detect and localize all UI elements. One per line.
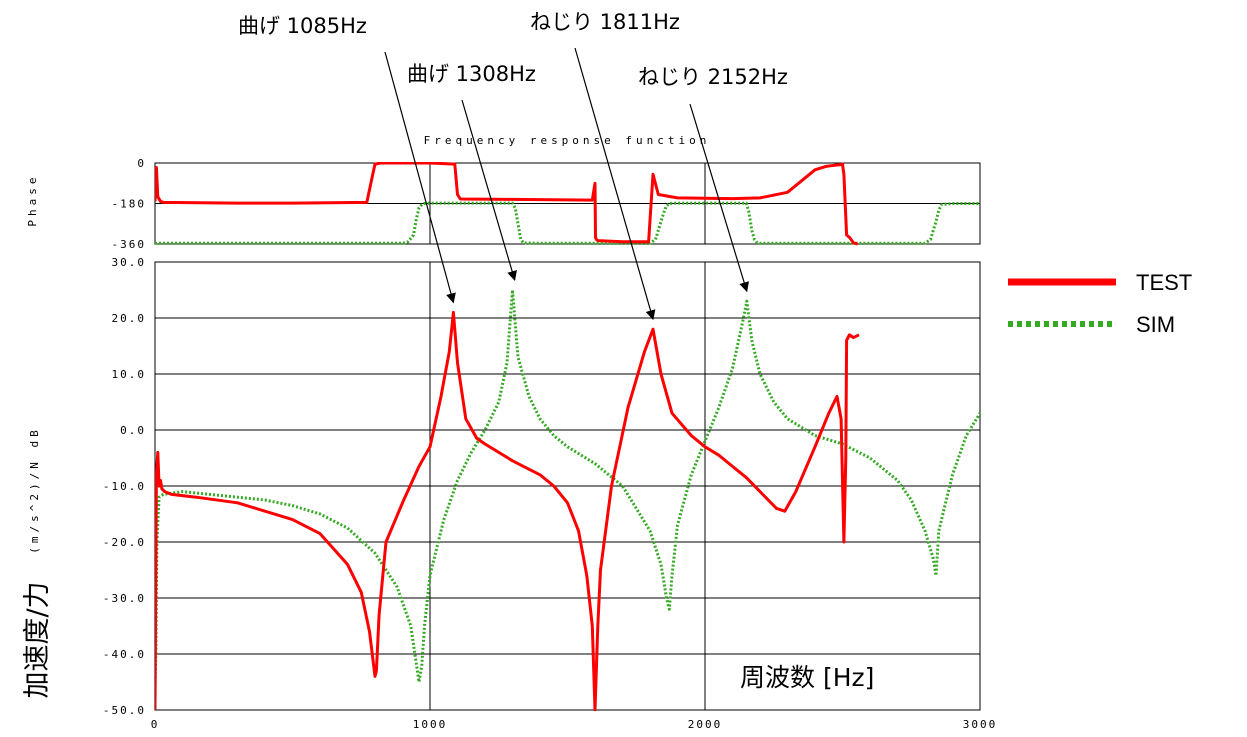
magnitude-y-tick: -10.0 xyxy=(103,480,146,493)
magnitude-y-tick: 20.0 xyxy=(112,312,147,325)
y-axis-title: 加速度/力 xyxy=(22,581,53,698)
legend-label-sim: SIM xyxy=(1136,312,1175,337)
annotation-arrow xyxy=(689,103,749,293)
annotation-label: 曲げ 1085Hz xyxy=(238,14,367,38)
magnitude-y-tick-labels: 30.0 20.0 10.0 0.0 -10.0 -20.0 -30.0 -40.0 -50.0 xyxy=(103,256,147,717)
x-tick: 0 xyxy=(151,718,160,731)
magnitude-y-tick: -40.0 xyxy=(103,648,146,661)
phase-series-test xyxy=(155,162,858,246)
annotation-label: ねじり 2152Hz xyxy=(638,65,788,89)
magnitude-y-tick: -30.0 xyxy=(103,592,146,605)
phase-y-tick: -360 xyxy=(112,238,147,251)
chart-title: Frequency response function xyxy=(424,134,711,147)
annotation-arrow xyxy=(384,51,456,304)
annotations-group: 曲げ 1085Hz 曲げ 1308Hz ねじり 1811Hz ねじり 2152Hz xyxy=(238,10,788,321)
magnitude-y-tick: 0.0 xyxy=(120,424,146,437)
x-tick: 2000 xyxy=(688,718,723,731)
legend-label-test: TEST xyxy=(1136,270,1192,295)
magnitude-series-sim xyxy=(155,288,981,684)
magnitude-series-group xyxy=(155,288,981,711)
phase-axis-label: Phase xyxy=(26,173,39,226)
magnitude-y-tick: 10.0 xyxy=(112,368,147,381)
annotation-arrow xyxy=(461,99,517,281)
magnitude-grid xyxy=(155,262,980,710)
x-tick-labels: 0 1000 2000 3000 xyxy=(151,718,998,731)
annotation-arrow xyxy=(574,47,656,321)
legend: TEST SIM xyxy=(1008,270,1192,337)
x-axis-title-box xyxy=(735,655,942,700)
phase-series-sim xyxy=(155,201,980,245)
x-tick: 3000 xyxy=(963,718,998,731)
annotation-label: ねじり 1811Hz xyxy=(530,10,680,34)
magnitude-y-tick: 30.0 xyxy=(112,256,147,269)
magnitude-y-tick: -50.0 xyxy=(103,704,146,717)
magnitude-y-tick: -20.0 xyxy=(103,536,146,549)
x-axis-title: 周波数 [Hz] xyxy=(740,663,874,692)
phase-y-tick-labels: 0 -180 -360 xyxy=(112,157,147,251)
magnitude-series-test xyxy=(155,310,860,711)
annotation-label: 曲げ 1308Hz xyxy=(407,62,536,86)
x-tick: 1000 xyxy=(413,718,448,731)
phase-series-group xyxy=(155,162,980,246)
magnitude-units-label: (m/s^2)/N dB xyxy=(28,426,41,553)
phase-y-tick: -180 xyxy=(112,198,147,211)
phase-y-tick: 0 xyxy=(137,157,146,170)
